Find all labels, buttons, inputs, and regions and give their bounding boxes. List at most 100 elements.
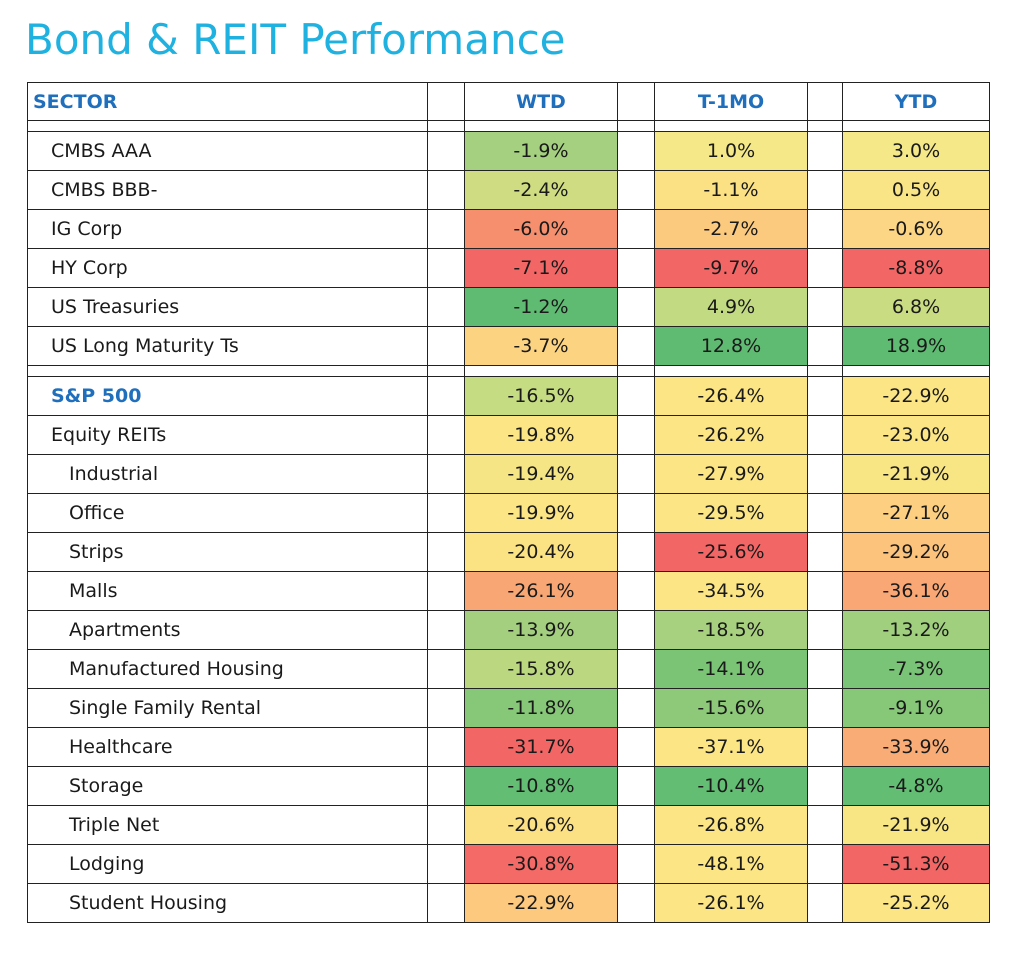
- t-1mo-value-cell: -18.5%: [654, 610, 808, 650]
- spacer-cell: [807, 170, 843, 210]
- t-1mo-value-cell: -14.1%: [654, 649, 808, 689]
- wtd-value-cell: -19.4%: [464, 454, 618, 494]
- row-label: Storage: [27, 766, 428, 806]
- spacer-cell: [807, 326, 843, 366]
- group-separator-row: [27, 120, 990, 132]
- ytd-value-cell: -13.2%: [842, 610, 990, 650]
- spacer-cell: [427, 766, 465, 806]
- wtd-value-cell: -6.0%: [464, 209, 618, 249]
- spacer-cell: [617, 493, 655, 533]
- spacer-cell: [427, 131, 465, 171]
- spacer-cell: [427, 209, 465, 249]
- table-row: Manufactured Housing -15.8% -14.1% -7.3%: [27, 649, 990, 689]
- t-1mo-value-cell: -25.6%: [654, 532, 808, 572]
- wtd-value-cell: -11.8%: [464, 688, 618, 728]
- spacer-cell: [617, 454, 655, 494]
- separator-cell: [842, 120, 990, 132]
- spacer-cell: [427, 493, 465, 533]
- separator-cell: [654, 365, 808, 377]
- separator-cell: [427, 120, 465, 132]
- table-row: Healthcare -31.7% -37.1% -33.9%: [27, 727, 990, 767]
- wtd-value-cell: -20.4%: [464, 532, 618, 572]
- spacer-cell: [427, 610, 465, 650]
- table-row: Equity REITs -19.8% -26.2% -23.0%: [27, 415, 990, 455]
- wtd-value-cell: -20.6%: [464, 805, 618, 845]
- column-header-sector: SECTOR: [27, 82, 428, 121]
- separator-cell: [654, 120, 808, 132]
- table-row: Office -19.9% -29.5% -27.1%: [27, 493, 990, 533]
- spacer-cell: [807, 376, 843, 416]
- separator-cell: [807, 120, 843, 132]
- spacer-cell: [617, 415, 655, 455]
- row-label: Healthcare: [27, 727, 428, 767]
- t-1mo-value-cell: -48.1%: [654, 844, 808, 884]
- wtd-value-cell: -1.9%: [464, 131, 618, 171]
- table-row: US Long Maturity Ts -3.7% 12.8% 18.9%: [27, 326, 990, 366]
- t-1mo-value-cell: -26.2%: [654, 415, 808, 455]
- spacer-cell: [807, 493, 843, 533]
- spacer-cell: [807, 688, 843, 728]
- ytd-value-cell: -22.9%: [842, 376, 990, 416]
- wtd-value-cell: -22.9%: [464, 883, 618, 923]
- spacer-cell: [427, 248, 465, 288]
- wtd-value-cell: -15.8%: [464, 649, 618, 689]
- separator-cell: [617, 120, 655, 132]
- ytd-value-cell: -51.3%: [842, 844, 990, 884]
- spacer-cell: [617, 326, 655, 366]
- spacer-cell: [807, 82, 843, 121]
- spacer-cell: [617, 170, 655, 210]
- spacer-cell: [427, 844, 465, 884]
- row-label: CMBS AAA: [27, 131, 428, 171]
- wtd-value-cell: -19.8%: [464, 415, 618, 455]
- t-1mo-value-cell: 1.0%: [654, 131, 808, 171]
- row-label: Lodging: [27, 844, 428, 884]
- separator-cell: [842, 365, 990, 377]
- column-header-t-1mo: T-1MO: [654, 82, 808, 121]
- spacer-cell: [617, 610, 655, 650]
- separator-cell: [427, 365, 465, 377]
- spacer-cell: [427, 376, 465, 416]
- ytd-value-cell: -23.0%: [842, 415, 990, 455]
- spacer-cell: [617, 532, 655, 572]
- t-1mo-value-cell: -10.4%: [654, 766, 808, 806]
- separator-cell: [27, 365, 428, 377]
- spacer-cell: [427, 883, 465, 923]
- spacer-cell: [427, 688, 465, 728]
- table-row: IG Corp -6.0% -2.7% -0.6%: [27, 209, 990, 249]
- ytd-value-cell: -21.9%: [842, 454, 990, 494]
- spacer-cell: [617, 376, 655, 416]
- row-label: Single Family Rental: [27, 688, 428, 728]
- wtd-value-cell: -19.9%: [464, 493, 618, 533]
- t-1mo-value-cell: 12.8%: [654, 326, 808, 366]
- t-1mo-value-cell: -2.7%: [654, 209, 808, 249]
- table-row: CMBS AAA -1.9% 1.0% 3.0%: [27, 131, 990, 171]
- wtd-value-cell: -16.5%: [464, 376, 618, 416]
- t-1mo-value-cell: -26.1%: [654, 883, 808, 923]
- spacer-cell: [617, 82, 655, 121]
- t-1mo-value-cell: -27.9%: [654, 454, 808, 494]
- spacer-cell: [427, 532, 465, 572]
- spacer-cell: [427, 649, 465, 689]
- spacer-cell: [427, 326, 465, 366]
- wtd-value-cell: -13.9%: [464, 610, 618, 650]
- ytd-value-cell: -8.8%: [842, 248, 990, 288]
- spacer-cell: [807, 805, 843, 845]
- wtd-value-cell: -7.1%: [464, 248, 618, 288]
- spacer-cell: [617, 805, 655, 845]
- ytd-value-cell: -25.2%: [842, 883, 990, 923]
- wtd-value-cell: -31.7%: [464, 727, 618, 767]
- ytd-value-cell: -0.6%: [842, 209, 990, 249]
- spacer-cell: [427, 805, 465, 845]
- t-1mo-value-cell: -34.5%: [654, 571, 808, 611]
- table-row: Storage -10.8% -10.4% -4.8%: [27, 766, 990, 806]
- row-label: Industrial: [27, 454, 428, 494]
- ytd-value-cell: 6.8%: [842, 287, 990, 327]
- table-row: CMBS BBB- -2.4% -1.1% 0.5%: [27, 170, 990, 210]
- separator-cell: [807, 365, 843, 377]
- row-label: Malls: [27, 571, 428, 611]
- ytd-value-cell: -29.2%: [842, 532, 990, 572]
- row-label: Equity REITs: [27, 415, 428, 455]
- wtd-value-cell: -30.8%: [464, 844, 618, 884]
- spacer-cell: [807, 844, 843, 884]
- table-row: Single Family Rental -11.8% -15.6% -9.1%: [27, 688, 990, 728]
